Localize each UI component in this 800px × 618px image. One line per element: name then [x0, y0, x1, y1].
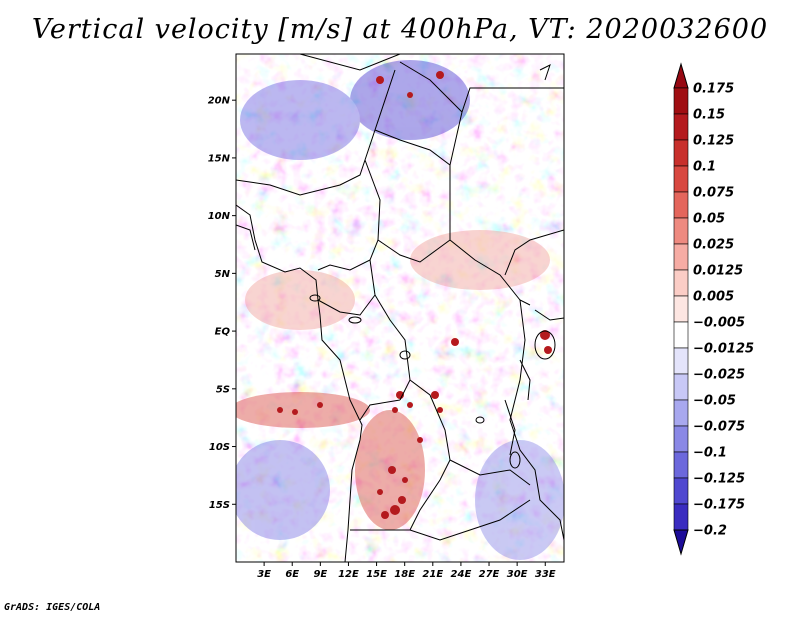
lon-tick-label: 15E: [366, 569, 387, 580]
lat-tick-label: 10S: [209, 442, 230, 453]
colorbar-label: 0.0125: [693, 264, 743, 279]
lon-tick-label: 12E: [338, 569, 359, 580]
colorbar-band: [673, 321, 689, 349]
colorbar-band: [673, 217, 689, 245]
lon-tick-label: 9E: [313, 569, 327, 580]
chart-title: Vertical velocity [m/s] at 400hPa, VT: 2…: [31, 14, 769, 45]
colorbar-label: −0.075: [693, 420, 745, 435]
lon-tick-label: 30E: [507, 569, 528, 580]
colorbar-band: [673, 191, 689, 219]
colorbar-band: [673, 399, 689, 427]
colorbar-label: −0.1: [693, 446, 727, 461]
lat-tick-label: 15S: [209, 500, 230, 511]
colorbar: 0.175 0.15 0.125 0.1 0.075 0.05 0.025 0.0125 0.0…: [673, 62, 754, 556]
colorbar-band: [673, 165, 689, 193]
colorbar-label: −0.125: [693, 472, 745, 487]
velocity-field: [236, 54, 564, 562]
latitude-axis: 20N 15N 10N 5N EQ 5S 10S 15S: [208, 96, 236, 511]
updraft-cells: [277, 71, 552, 519]
colorbar-label: −0.0125: [693, 342, 754, 357]
colorbar-band: [673, 269, 689, 297]
colorbar-label: 0.1: [693, 160, 716, 175]
colorbar-label: 0.15: [693, 108, 725, 123]
colorbar-band: [673, 477, 689, 505]
lon-tick-label: 21E: [422, 569, 443, 580]
lakes: [309, 294, 556, 469]
lat-tick-label: EQ: [215, 327, 231, 338]
lon-tick-label: 33E: [535, 569, 556, 580]
grads-credit: GrADS: IGES/COLA: [4, 602, 101, 613]
colorbar-label: −0.2: [693, 524, 727, 539]
colorbar-band: [673, 87, 689, 115]
colorbar-label: 0.025: [693, 238, 734, 253]
lon-tick-label: 3E: [257, 569, 271, 580]
lat-tick-label: 5S: [216, 384, 230, 395]
lat-tick-label: 15N: [208, 153, 231, 164]
colorbar-label: −0.025: [693, 368, 745, 383]
colorbar-label: 0.125: [693, 134, 734, 149]
lat-tick-label: 20N: [208, 96, 231, 107]
lon-tick-label: 27E: [479, 569, 500, 580]
colorbar-label: 0.05: [693, 212, 725, 227]
lat-tick-label: 10N: [208, 211, 231, 222]
colorbar-label: −0.175: [693, 498, 745, 513]
colorbar-band: [673, 373, 689, 401]
colorbar-label: −0.05: [693, 394, 736, 409]
map-area: [236, 54, 564, 562]
colorbar-band: [673, 451, 689, 479]
colorbar-bottom-arrow: [673, 529, 689, 556]
colorbar-band: [673, 295, 689, 323]
map-frame: [235, 53, 565, 563]
colorbar-band: [673, 503, 689, 531]
colorbar-label: −0.005: [693, 316, 745, 331]
colorbar-band: [673, 425, 689, 453]
colorbar-band: [673, 113, 689, 141]
field-tints: [236, 60, 564, 560]
colorbar-band: [673, 347, 689, 375]
longitude-axis: 3E 6E 9E 12E 15E 18E 21E 24E 27E 30E 33E: [257, 562, 556, 580]
lon-tick-label: 6E: [285, 569, 299, 580]
colorbar-top-arrow: [673, 62, 689, 89]
colorbar-label: 0.075: [693, 186, 734, 201]
lon-tick-label: 24E: [451, 569, 472, 580]
colorbar-label: 0.175: [693, 82, 734, 97]
lat-tick-label: 5N: [215, 269, 231, 280]
colorbar-band: [673, 139, 689, 167]
map-boundaries: [236, 54, 564, 562]
lon-tick-label: 18E: [394, 569, 415, 580]
colorbar-band: [673, 243, 689, 271]
colorbar-label: 0.005: [693, 290, 734, 305]
